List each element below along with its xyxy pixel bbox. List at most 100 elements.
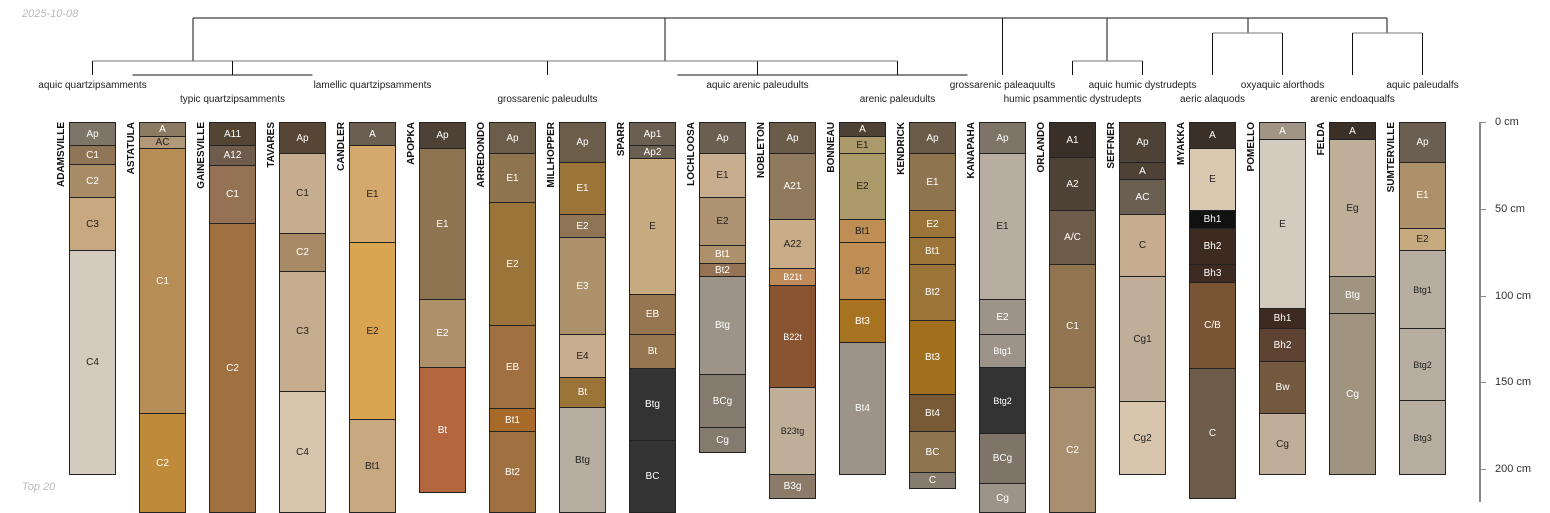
profile-name: MILLHOPPER bbox=[546, 122, 557, 188]
profile-name: ASTATULA bbox=[126, 122, 137, 175]
horizon: Bt2 bbox=[839, 242, 886, 300]
taxon-label: aquic quartzipsamments bbox=[38, 80, 147, 91]
horizon: A bbox=[1329, 122, 1376, 140]
taxon-label: aquic arenic paleudults bbox=[706, 80, 809, 91]
horizon: E2 bbox=[839, 153, 886, 220]
horizon: Bt1 bbox=[909, 237, 956, 265]
horizon: Ap bbox=[979, 122, 1026, 154]
horizon: Btg bbox=[559, 407, 606, 513]
horizon: B21t bbox=[769, 268, 816, 286]
horizon: EB bbox=[489, 325, 536, 409]
depth-tick-label: 50 cm bbox=[1495, 202, 1525, 215]
profile-name: TAVARES bbox=[266, 122, 277, 168]
horizon: Bt3 bbox=[839, 299, 886, 343]
profile-name: FELDA bbox=[1316, 122, 1327, 156]
horizon: A21 bbox=[769, 153, 816, 220]
horizon: B23tg bbox=[769, 387, 816, 475]
depth-tick-label: 100 cm bbox=[1495, 289, 1532, 302]
horizon: C2 bbox=[279, 233, 326, 272]
horizon: Ap1 bbox=[629, 122, 676, 146]
horizon: E bbox=[629, 158, 676, 295]
horizon: C1 bbox=[1049, 264, 1096, 388]
horizon: Btg bbox=[699, 276, 746, 375]
profile-name: LOCHLOOSA bbox=[686, 122, 697, 186]
profile-name: APOPKA bbox=[406, 122, 417, 165]
horizon: Cg1 bbox=[1119, 276, 1166, 402]
horizon: A1 bbox=[1049, 122, 1096, 158]
horizon: Bt2 bbox=[909, 264, 956, 321]
depth-tick bbox=[1479, 295, 1486, 297]
horizon: Bh2 bbox=[1259, 328, 1306, 362]
horizon: Btg bbox=[1329, 276, 1376, 314]
depth-tick-label: 0 cm bbox=[1495, 116, 1519, 128]
taxon-label: lamellic quartzipsamments bbox=[313, 80, 432, 91]
horizon: E bbox=[1259, 139, 1306, 309]
depth-tick bbox=[1479, 469, 1486, 470]
taxon-label: arenic endoaqualfs bbox=[1310, 94, 1395, 105]
horizon: Ap bbox=[419, 122, 466, 149]
profile-name: KENDRICK bbox=[896, 122, 907, 175]
horizon: B3g bbox=[769, 474, 816, 499]
date-label: 2025-10-08 bbox=[22, 8, 79, 20]
depth-tick-label: 150 cm bbox=[1495, 376, 1532, 389]
horizon: Bh1 bbox=[1259, 308, 1306, 329]
profile-name: SUMTERVILLE bbox=[1386, 122, 1397, 193]
profile-name: ORLANDO bbox=[1036, 122, 1047, 173]
horizon: Bh2 bbox=[1189, 228, 1236, 265]
horizon: E2 bbox=[559, 214, 606, 238]
dendrogram bbox=[92, 17, 1423, 76]
horizon: C bbox=[1119, 214, 1166, 277]
horizon: A22 bbox=[769, 219, 816, 269]
horizon: Bt2 bbox=[699, 263, 746, 277]
horizon: C3 bbox=[279, 271, 326, 392]
taxon-label: aquic paleudalfs bbox=[1386, 80, 1459, 91]
taxon-label: oxyaquic alorthods bbox=[1240, 80, 1325, 91]
horizon: E1 bbox=[349, 145, 396, 243]
horizon: BC bbox=[909, 431, 956, 473]
horizon: E1 bbox=[1399, 162, 1446, 229]
horizon: Ap bbox=[279, 122, 326, 154]
horizon: EB bbox=[629, 294, 676, 335]
horizon: A2 bbox=[1049, 157, 1096, 211]
horizon: C1 bbox=[139, 148, 186, 414]
horizon: Bw bbox=[1259, 361, 1306, 414]
horizon: E1 bbox=[699, 153, 746, 198]
taxon-label: humic psammentic dystrudepts bbox=[1003, 94, 1142, 105]
depth-tick-label: 200 cm bbox=[1495, 463, 1532, 475]
profile-name: NOBLETON bbox=[756, 122, 767, 178]
horizon: E4 bbox=[559, 334, 606, 378]
horizon: Ap bbox=[699, 122, 746, 154]
horizon: A/C bbox=[1049, 210, 1096, 265]
horizon: Btg bbox=[629, 368, 676, 441]
profile-name: MYAKKA bbox=[1176, 122, 1187, 165]
horizon: Bh3 bbox=[1189, 264, 1236, 283]
horizon: C/B bbox=[1189, 282, 1236, 369]
horizon: A bbox=[1119, 162, 1166, 180]
taxon-label: grossarenic paleaquults bbox=[949, 80, 1056, 91]
horizon: E1 bbox=[489, 153, 536, 203]
taxon-label: aquic humic dystrudepts bbox=[1088, 80, 1197, 91]
depth-axis-line bbox=[1479, 122, 1481, 502]
horizon: C bbox=[909, 472, 956, 489]
horizon: C3 bbox=[69, 197, 116, 251]
horizon: Ap2 bbox=[629, 145, 676, 159]
horizon: BCg bbox=[699, 374, 746, 428]
profile-name: SPARR bbox=[616, 122, 627, 157]
horizon: A bbox=[139, 122, 186, 137]
horizon: Btg3 bbox=[1399, 400, 1446, 475]
horizon: C bbox=[1189, 368, 1236, 499]
horizon: A bbox=[1259, 122, 1306, 140]
profile-name: KANAPAHA bbox=[966, 122, 977, 179]
horizon: Btg2 bbox=[1399, 328, 1446, 401]
horizon: E1 bbox=[419, 148, 466, 300]
horizon: Ap bbox=[559, 122, 606, 163]
horizon: E1 bbox=[909, 153, 956, 211]
horizon: Bt1 bbox=[699, 245, 746, 264]
horizon: Ap bbox=[1119, 122, 1166, 163]
horizon: E bbox=[1189, 148, 1236, 211]
horizon: Bt1 bbox=[349, 419, 396, 513]
taxon-label: arenic paleudults bbox=[859, 94, 936, 105]
horizon: BCg bbox=[979, 433, 1026, 484]
horizon: Ap bbox=[769, 122, 816, 154]
horizon: Bt4 bbox=[839, 342, 886, 475]
